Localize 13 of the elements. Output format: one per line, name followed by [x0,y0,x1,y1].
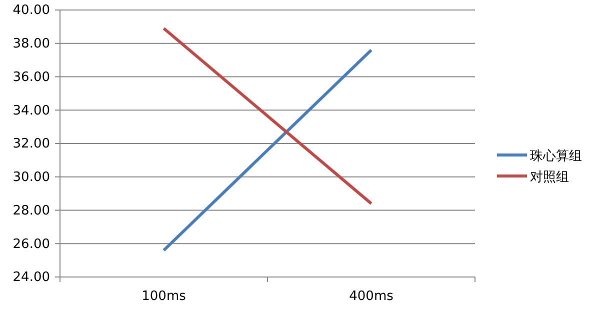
y-tick-label: 28.00 [12,203,50,218]
legend-label: 对照组 [530,170,569,185]
x-tick-label: 400ms [349,289,394,304]
y-tick-label: 30.00 [12,170,50,186]
y-tick-label: 36.00 [12,70,50,85]
y-tick-label: 40.00 [12,3,50,18]
y-tick-label: 24.00 [12,270,50,286]
x-tick-label: 100ms [142,289,186,304]
legend-label: 珠心算组 [530,148,582,164]
y-tick-label: 26.00 [12,236,50,252]
y-tick-label: 38.00 [12,36,50,52]
y-tick-label: 32.00 [12,136,50,152]
y-tick-label: 34.00 [12,103,50,118]
